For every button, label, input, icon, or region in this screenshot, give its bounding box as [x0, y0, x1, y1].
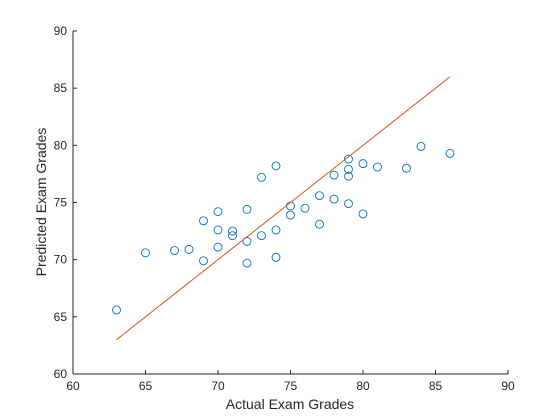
data-point — [286, 210, 295, 220]
data-point — [271, 252, 281, 262]
y-tick-label: 90 — [54, 24, 68, 38]
data-point — [213, 242, 223, 252]
data-point — [271, 161, 281, 171]
data-point — [344, 199, 353, 209]
data-point — [402, 163, 411, 173]
reference-line — [116, 76, 451, 341]
data-point — [257, 172, 266, 182]
data-point — [141, 248, 150, 258]
data-point — [213, 207, 223, 217]
x-tick-label: 60 — [66, 379, 80, 393]
data-point — [416, 142, 426, 151]
data-point — [329, 194, 339, 204]
data-point — [300, 203, 310, 213]
data-point — [315, 219, 324, 229]
y-axis-label: Predicted Exam Grades — [33, 128, 49, 277]
data-point — [445, 148, 455, 158]
axes: 60 65 70 75 80 85 90 60 65 70 75 80 85 90 — [54, 24, 515, 393]
x-tick-label: 70 — [211, 379, 225, 393]
y-tick-label: 75 — [54, 196, 68, 210]
data-point — [184, 244, 194, 254]
y-tick-label: 80 — [54, 138, 68, 152]
data-point — [373, 162, 382, 172]
x-tick-label: 65 — [139, 379, 153, 393]
y-tick-label: 60 — [54, 367, 68, 381]
data-point — [344, 164, 353, 174]
x-tick-label: 75 — [284, 379, 298, 393]
y-tick-label: 70 — [54, 253, 68, 267]
data-point — [257, 231, 266, 241]
y-tick-label: 65 — [54, 310, 68, 324]
data-point — [170, 246, 179, 255]
plot-area — [112, 76, 455, 341]
data-point — [358, 209, 368, 219]
data-point — [271, 225, 281, 235]
data-point — [242, 204, 252, 214]
x-tick-label: 85 — [429, 379, 443, 393]
data-point — [199, 216, 208, 226]
data-point — [315, 191, 324, 201]
data-point — [358, 159, 368, 169]
data-point — [344, 171, 353, 181]
x-axis-label: Actual Exam Grades — [226, 396, 354, 412]
data-point — [213, 225, 223, 235]
data-point — [199, 256, 208, 266]
data-point — [112, 305, 121, 315]
y-tick-label: 85 — [54, 81, 68, 95]
x-tick-label: 90 — [501, 379, 515, 393]
data-point — [329, 170, 339, 180]
data-point — [344, 154, 353, 164]
data-point — [228, 231, 237, 241]
data-point — [242, 258, 252, 268]
data-point — [228, 226, 237, 236]
x-tick-label: 80 — [356, 379, 370, 393]
